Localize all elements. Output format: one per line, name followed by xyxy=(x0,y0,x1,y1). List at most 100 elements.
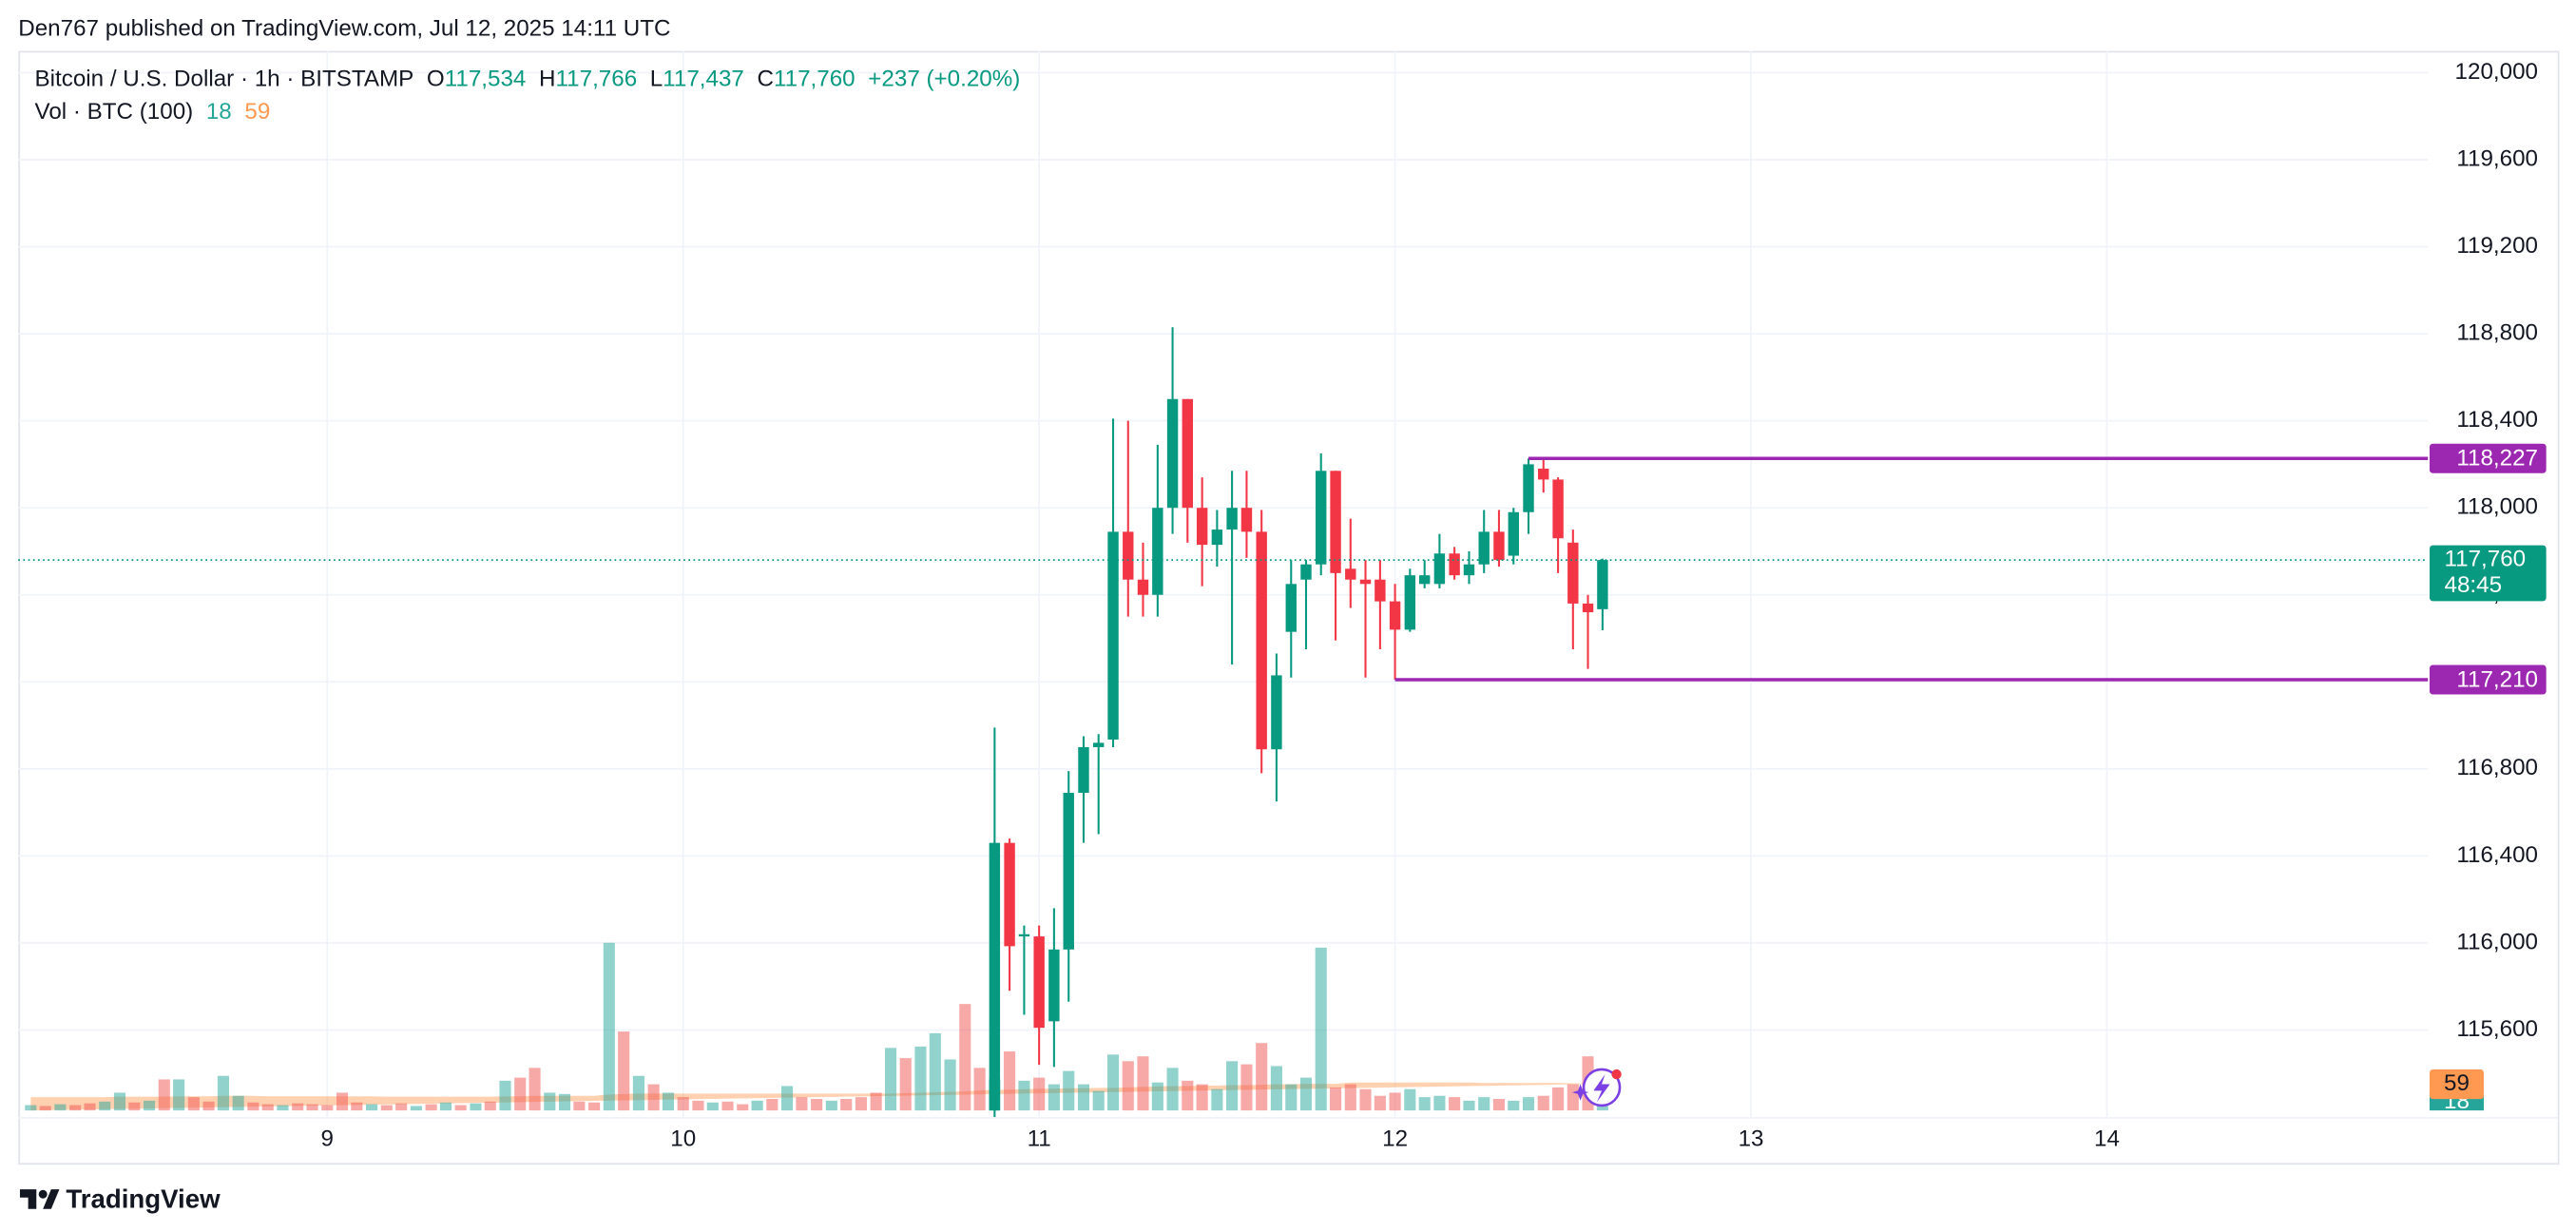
volume-bar xyxy=(1449,1097,1461,1111)
legend-key: H xyxy=(539,67,555,92)
candle-body xyxy=(1182,398,1194,509)
volume-bar xyxy=(306,1104,318,1111)
candle-body xyxy=(1048,949,1060,1022)
volume-bar xyxy=(677,1097,689,1111)
volume-bar xyxy=(662,1092,675,1111)
volume-bar xyxy=(1211,1088,1223,1111)
candle-body xyxy=(1137,579,1149,595)
legend-value: 117,534 xyxy=(445,67,527,92)
candle-body xyxy=(1597,560,1608,609)
volume-bar xyxy=(1552,1087,1565,1111)
volume-bar xyxy=(158,1079,170,1111)
volume-pane xyxy=(25,942,1608,1111)
volume-bar xyxy=(514,1077,527,1111)
candles xyxy=(989,327,1608,1118)
volume-bar xyxy=(39,1106,51,1111)
volume-bar xyxy=(1567,1084,1579,1111)
x-tick-label: 12 xyxy=(1382,1126,1408,1152)
volume-bar xyxy=(173,1079,185,1111)
volume-bar xyxy=(1478,1097,1490,1111)
brand: TradingView xyxy=(19,1184,221,1213)
candle-body xyxy=(1226,508,1238,530)
assistant-icon[interactable] xyxy=(1571,1068,1622,1107)
volume-bar xyxy=(144,1100,156,1111)
volume-bar xyxy=(366,1104,378,1111)
volume-bar xyxy=(1240,1064,1253,1111)
last-price-box xyxy=(2429,545,2547,602)
volume-bar xyxy=(292,1103,304,1111)
level-label: 118,227 xyxy=(2456,445,2538,471)
volume-bar xyxy=(113,1092,126,1111)
volume-bar xyxy=(1226,1061,1239,1111)
volume-bar xyxy=(1299,1077,1313,1111)
volume-bar xyxy=(380,1105,393,1111)
volume-bar xyxy=(395,1103,408,1111)
volume-bar xyxy=(351,1102,363,1111)
volume-bar xyxy=(929,1032,941,1111)
volume-bar xyxy=(1122,1061,1134,1111)
volume-legend: Vol · BTC (100) 18 59 xyxy=(35,100,271,125)
volume-bar xyxy=(1374,1095,1386,1111)
volume-bar xyxy=(25,1105,37,1111)
volume-bar xyxy=(1537,1095,1549,1111)
volume-legend-title: Vol · BTC (100) xyxy=(35,100,194,125)
volume-bar xyxy=(425,1104,437,1111)
legend: Bitcoin / U.S. Dollar · 1h · BITSTAMP O1… xyxy=(35,67,1021,92)
volume-bar xyxy=(1151,1082,1163,1111)
volume-bar xyxy=(603,942,615,1111)
volume-bar xyxy=(69,1105,82,1111)
volume-bar xyxy=(1344,1084,1356,1111)
volume-bar xyxy=(99,1101,111,1111)
y-tick-label: 119,200 xyxy=(2456,233,2538,259)
x-tick-label: 13 xyxy=(1739,1126,1764,1152)
volume-bar xyxy=(1433,1095,1446,1111)
volume-bar xyxy=(588,1102,601,1111)
volume-bar xyxy=(1033,1077,1046,1111)
volume-bar xyxy=(781,1086,794,1111)
candle-body xyxy=(1211,529,1223,546)
candle-body xyxy=(1508,511,1519,556)
brand-logo xyxy=(19,1189,60,1209)
volume-bar xyxy=(959,1004,971,1111)
candle-body xyxy=(1493,531,1505,561)
volume-legend-ma: 59 xyxy=(244,100,270,125)
volume-bar xyxy=(470,1103,482,1111)
volume-bar xyxy=(1092,1090,1105,1111)
legend-change: +237 (+0.20%) xyxy=(868,67,1020,92)
volume-bar xyxy=(706,1102,719,1111)
volume-bar xyxy=(1196,1084,1208,1111)
volume-bar xyxy=(277,1105,289,1111)
legend-value: 117,437 xyxy=(663,67,744,92)
candle-body xyxy=(1463,564,1475,576)
brand-name: TradingView xyxy=(66,1184,221,1213)
candle-body xyxy=(1196,508,1208,546)
legend-key: L xyxy=(650,67,663,92)
x-tick-label: 14 xyxy=(2094,1126,2120,1152)
y-tick-label: 116,400 xyxy=(2456,842,2538,868)
volume-bar xyxy=(1182,1080,1194,1111)
candle-body xyxy=(1285,584,1297,632)
x-tick-label: 9 xyxy=(321,1126,334,1152)
candle-body xyxy=(1538,469,1549,480)
countdown-label: 48:45 xyxy=(2445,572,2503,598)
volume-bar xyxy=(1330,1087,1342,1111)
volume-bar xyxy=(737,1104,749,1111)
volume-bar xyxy=(84,1103,96,1111)
candle-body xyxy=(1389,601,1401,630)
candle-body xyxy=(1152,508,1163,595)
volume-bar xyxy=(321,1105,334,1111)
y-tick-label: 115,600 xyxy=(2456,1016,2538,1042)
candle-body xyxy=(1271,675,1282,750)
volume-bar xyxy=(884,1048,897,1111)
volume-bar xyxy=(944,1059,956,1111)
volume-bar xyxy=(1137,1056,1149,1111)
candle-body xyxy=(1359,579,1372,585)
candle-body xyxy=(1123,531,1134,580)
icon-dot xyxy=(1611,1068,1622,1080)
y-tick-label: 119,600 xyxy=(2456,145,2538,171)
volume-legend-value: 18 xyxy=(206,100,232,125)
volume-bar xyxy=(1063,1070,1075,1111)
volume-bar xyxy=(973,1068,986,1111)
legend-key: O xyxy=(427,67,445,92)
